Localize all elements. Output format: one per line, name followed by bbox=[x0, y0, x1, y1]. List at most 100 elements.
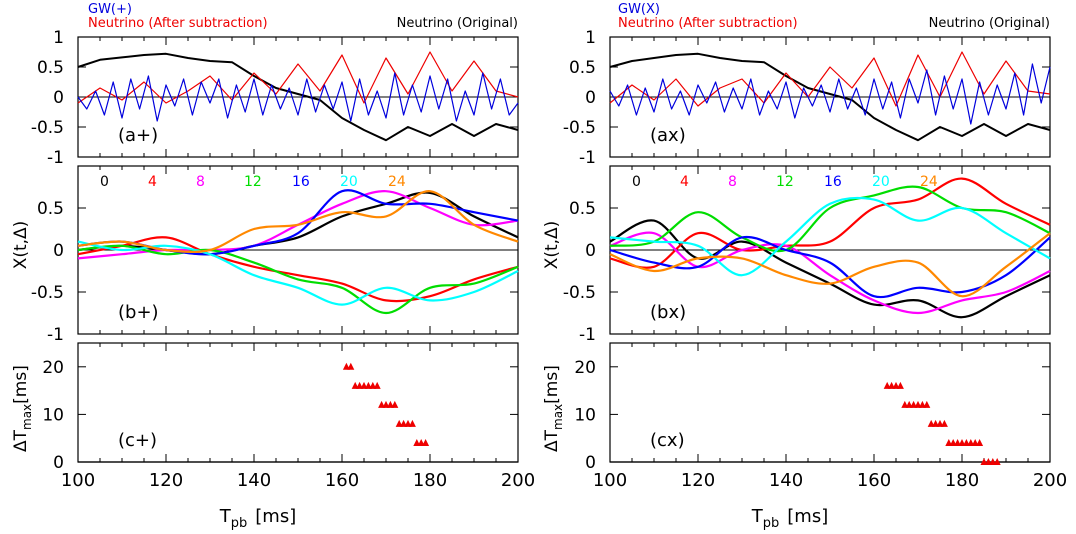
series-line-delta-4 bbox=[77, 236, 519, 303]
y-tick-label: 20 bbox=[42, 358, 64, 378]
scatter-point bbox=[984, 458, 992, 465]
y-tick-label: 0.5 bbox=[37, 58, 64, 78]
scatter-point bbox=[888, 381, 896, 389]
x-tick-label: 200 bbox=[501, 470, 535, 491]
scatter-point bbox=[364, 381, 372, 389]
series-line-delta-8 bbox=[609, 231, 1051, 315]
scatter-point bbox=[989, 458, 997, 465]
xlabel-sub: pb bbox=[763, 516, 780, 531]
ylabel-c-unit: [ms] bbox=[11, 365, 31, 404]
delta-legend-8: 8 bbox=[196, 174, 205, 190]
delta-legend-0: 0 bbox=[632, 174, 641, 190]
y-tick-label: -0.5 bbox=[31, 118, 64, 138]
y-tick-label: 0 bbox=[53, 453, 64, 473]
plot-panels: -1 -0.5 0 0.5 1 (a+) -1 -0.5 0 0.5 1 (ax) -1 -0.5 0 0.5… bbox=[31, 28, 1067, 491]
y-tick-label: 0.5 bbox=[37, 199, 64, 219]
scatter-point bbox=[949, 438, 957, 446]
ylabel-c-main: ΔT bbox=[542, 429, 562, 452]
scatter-point bbox=[932, 419, 940, 427]
y-tick-label: 20 bbox=[574, 358, 596, 378]
panel-0: -1 -0.5 0 0.5 1 (a+) bbox=[31, 28, 519, 168]
delta-legend-8: 8 bbox=[728, 174, 737, 190]
panel-label: (bx) bbox=[650, 302, 686, 323]
scatter-point bbox=[967, 438, 975, 446]
series-line-neutrino_sub bbox=[609, 51, 1051, 107]
ylabel-c-sub: max bbox=[551, 404, 565, 430]
gw-legend-right: GW(X) bbox=[618, 2, 660, 17]
scatter-point bbox=[883, 381, 891, 389]
gw-legend-left: GW(+) bbox=[88, 2, 132, 17]
scatter-point bbox=[936, 419, 944, 427]
scatter-point bbox=[905, 400, 913, 408]
scatter-point bbox=[422, 438, 430, 446]
x-tick-label: 120 bbox=[681, 470, 715, 491]
x-tick-label: 180 bbox=[945, 470, 979, 491]
y-tick-label: 0 bbox=[585, 453, 596, 473]
xlabel-main: T bbox=[751, 506, 764, 527]
scatter-point bbox=[958, 438, 966, 446]
scatter-point bbox=[954, 438, 962, 446]
neutrino-orig-legend-left: Neutrino (Original) bbox=[397, 16, 518, 31]
y-tick-label: 0 bbox=[53, 88, 64, 108]
series-line-gw bbox=[77, 72, 519, 122]
x-tick-label: 160 bbox=[857, 470, 891, 491]
panel-label: (c+) bbox=[118, 430, 157, 451]
x-tick-label: 180 bbox=[413, 470, 447, 491]
scatter-point bbox=[940, 419, 948, 427]
series-line-delta-24 bbox=[77, 190, 519, 254]
delta-legend-16: 16 bbox=[292, 174, 310, 190]
delta-legend-20: 20 bbox=[340, 174, 358, 190]
ylabel-b-right: X(t,Δ) bbox=[542, 221, 562, 270]
y-tick-label: 0.5 bbox=[569, 199, 596, 219]
y-tick-label: -0.5 bbox=[31, 283, 64, 303]
delta-legend-0: 0 bbox=[100, 174, 109, 190]
delta-legend-4: 4 bbox=[680, 174, 689, 190]
scatter-point bbox=[378, 400, 386, 408]
scatter-point bbox=[404, 419, 412, 427]
scatter-point bbox=[971, 438, 979, 446]
series-line-neutrino_sub bbox=[77, 51, 519, 104]
x-tick-label: 200 bbox=[1033, 470, 1067, 491]
scatter-point bbox=[417, 438, 425, 446]
y-tick-label: -1 bbox=[47, 325, 64, 345]
x-tick-label: 160 bbox=[325, 470, 359, 491]
y-tick-label: -1 bbox=[579, 148, 596, 168]
scatter-point bbox=[976, 438, 984, 446]
scatter-point bbox=[408, 419, 416, 427]
ylabel-b-left: X(t,Δ) bbox=[11, 221, 31, 270]
y-tick-label: 1 bbox=[53, 28, 64, 48]
ylabel-c-sub: max bbox=[20, 404, 34, 430]
xlabel-left: Tpb [ms] bbox=[219, 506, 296, 531]
series-line-delta-16 bbox=[609, 235, 1051, 299]
series-line-delta-24 bbox=[609, 232, 1051, 298]
ylabel-c-left: ΔTmax[ms] bbox=[11, 365, 34, 452]
series-line-delta-12 bbox=[77, 244, 519, 315]
scatter-point bbox=[391, 400, 399, 408]
y-tick-label: 0 bbox=[53, 241, 64, 261]
scatter-point bbox=[914, 400, 922, 408]
x-tick-label: 100 bbox=[61, 470, 95, 491]
neutrino-sub-legend-left: Neutrino (After subtraction) bbox=[88, 16, 268, 31]
scatter-point bbox=[923, 400, 931, 408]
xlabel-sub: pb bbox=[231, 516, 248, 531]
series-line-delta-12 bbox=[609, 185, 1051, 253]
delta-legend-24: 24 bbox=[920, 174, 938, 190]
scatter-point bbox=[360, 381, 368, 389]
svg-text:ΔTmax[ms]: ΔTmax[ms] bbox=[542, 365, 565, 452]
panel-3: -1 -0.5 0 0.5 0 4 8 12 16 20 24 (bx) bbox=[563, 165, 1051, 345]
scatter-point bbox=[386, 400, 394, 408]
xlabel-right: Tpb [ms] bbox=[751, 506, 828, 531]
ylabel-c-main: ΔT bbox=[11, 429, 31, 452]
xlabel-main: T bbox=[219, 506, 232, 527]
scatter-point bbox=[356, 381, 364, 389]
y-tick-label: -1 bbox=[47, 148, 64, 168]
scatter-point bbox=[962, 438, 970, 446]
x-tick-label: 120 bbox=[149, 470, 183, 491]
panel-label: (cx) bbox=[650, 430, 685, 451]
scatter-point bbox=[993, 458, 1001, 465]
delta-legend-4: 4 bbox=[148, 174, 157, 190]
scatter-point bbox=[351, 381, 359, 389]
series-line-delta-20 bbox=[609, 196, 1051, 277]
y-tick-label: 10 bbox=[574, 405, 596, 425]
